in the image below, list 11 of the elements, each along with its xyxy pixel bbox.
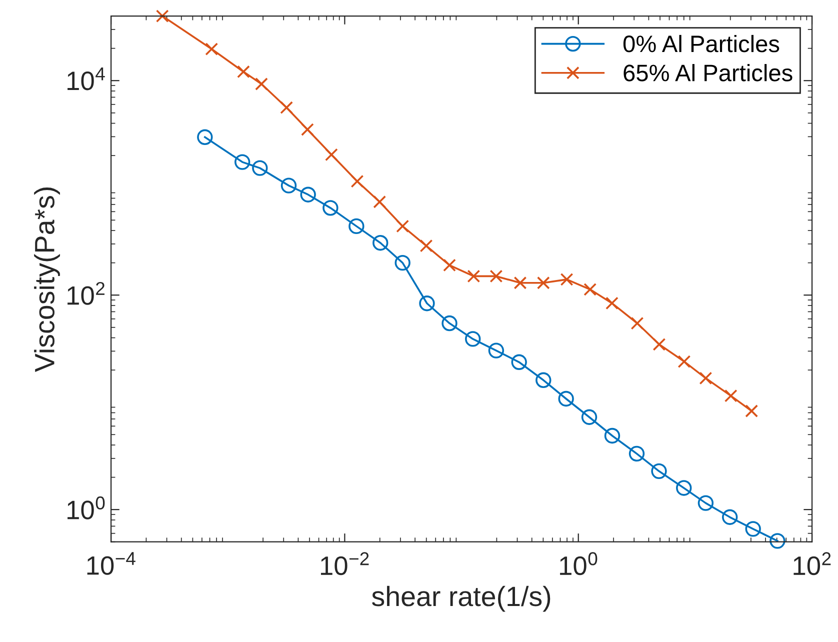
legend-label: 0% Al Particles xyxy=(623,34,780,52)
legend-label: 65% Al Particles xyxy=(624,64,792,82)
x-tick-label: 10$^{2}$ xyxy=(794,552,831,576)
y-tick-label: 10$^{2}$ xyxy=(68,282,104,305)
y-axis-title: Viscosity(Pa*s) xyxy=(34,188,60,372)
y-tick-label: 10$^{4}$ xyxy=(68,67,105,90)
x-tick-label: 10$^{−4}$ xyxy=(87,552,136,575)
y-tick-label: 10$^{0}$ xyxy=(68,496,105,520)
x-tick-label: 10$^{−2}$ xyxy=(320,552,369,576)
x-tick-label: 10$^{0}$ xyxy=(560,552,598,576)
x-axis-title: shear rate(1/s) xyxy=(372,586,550,612)
